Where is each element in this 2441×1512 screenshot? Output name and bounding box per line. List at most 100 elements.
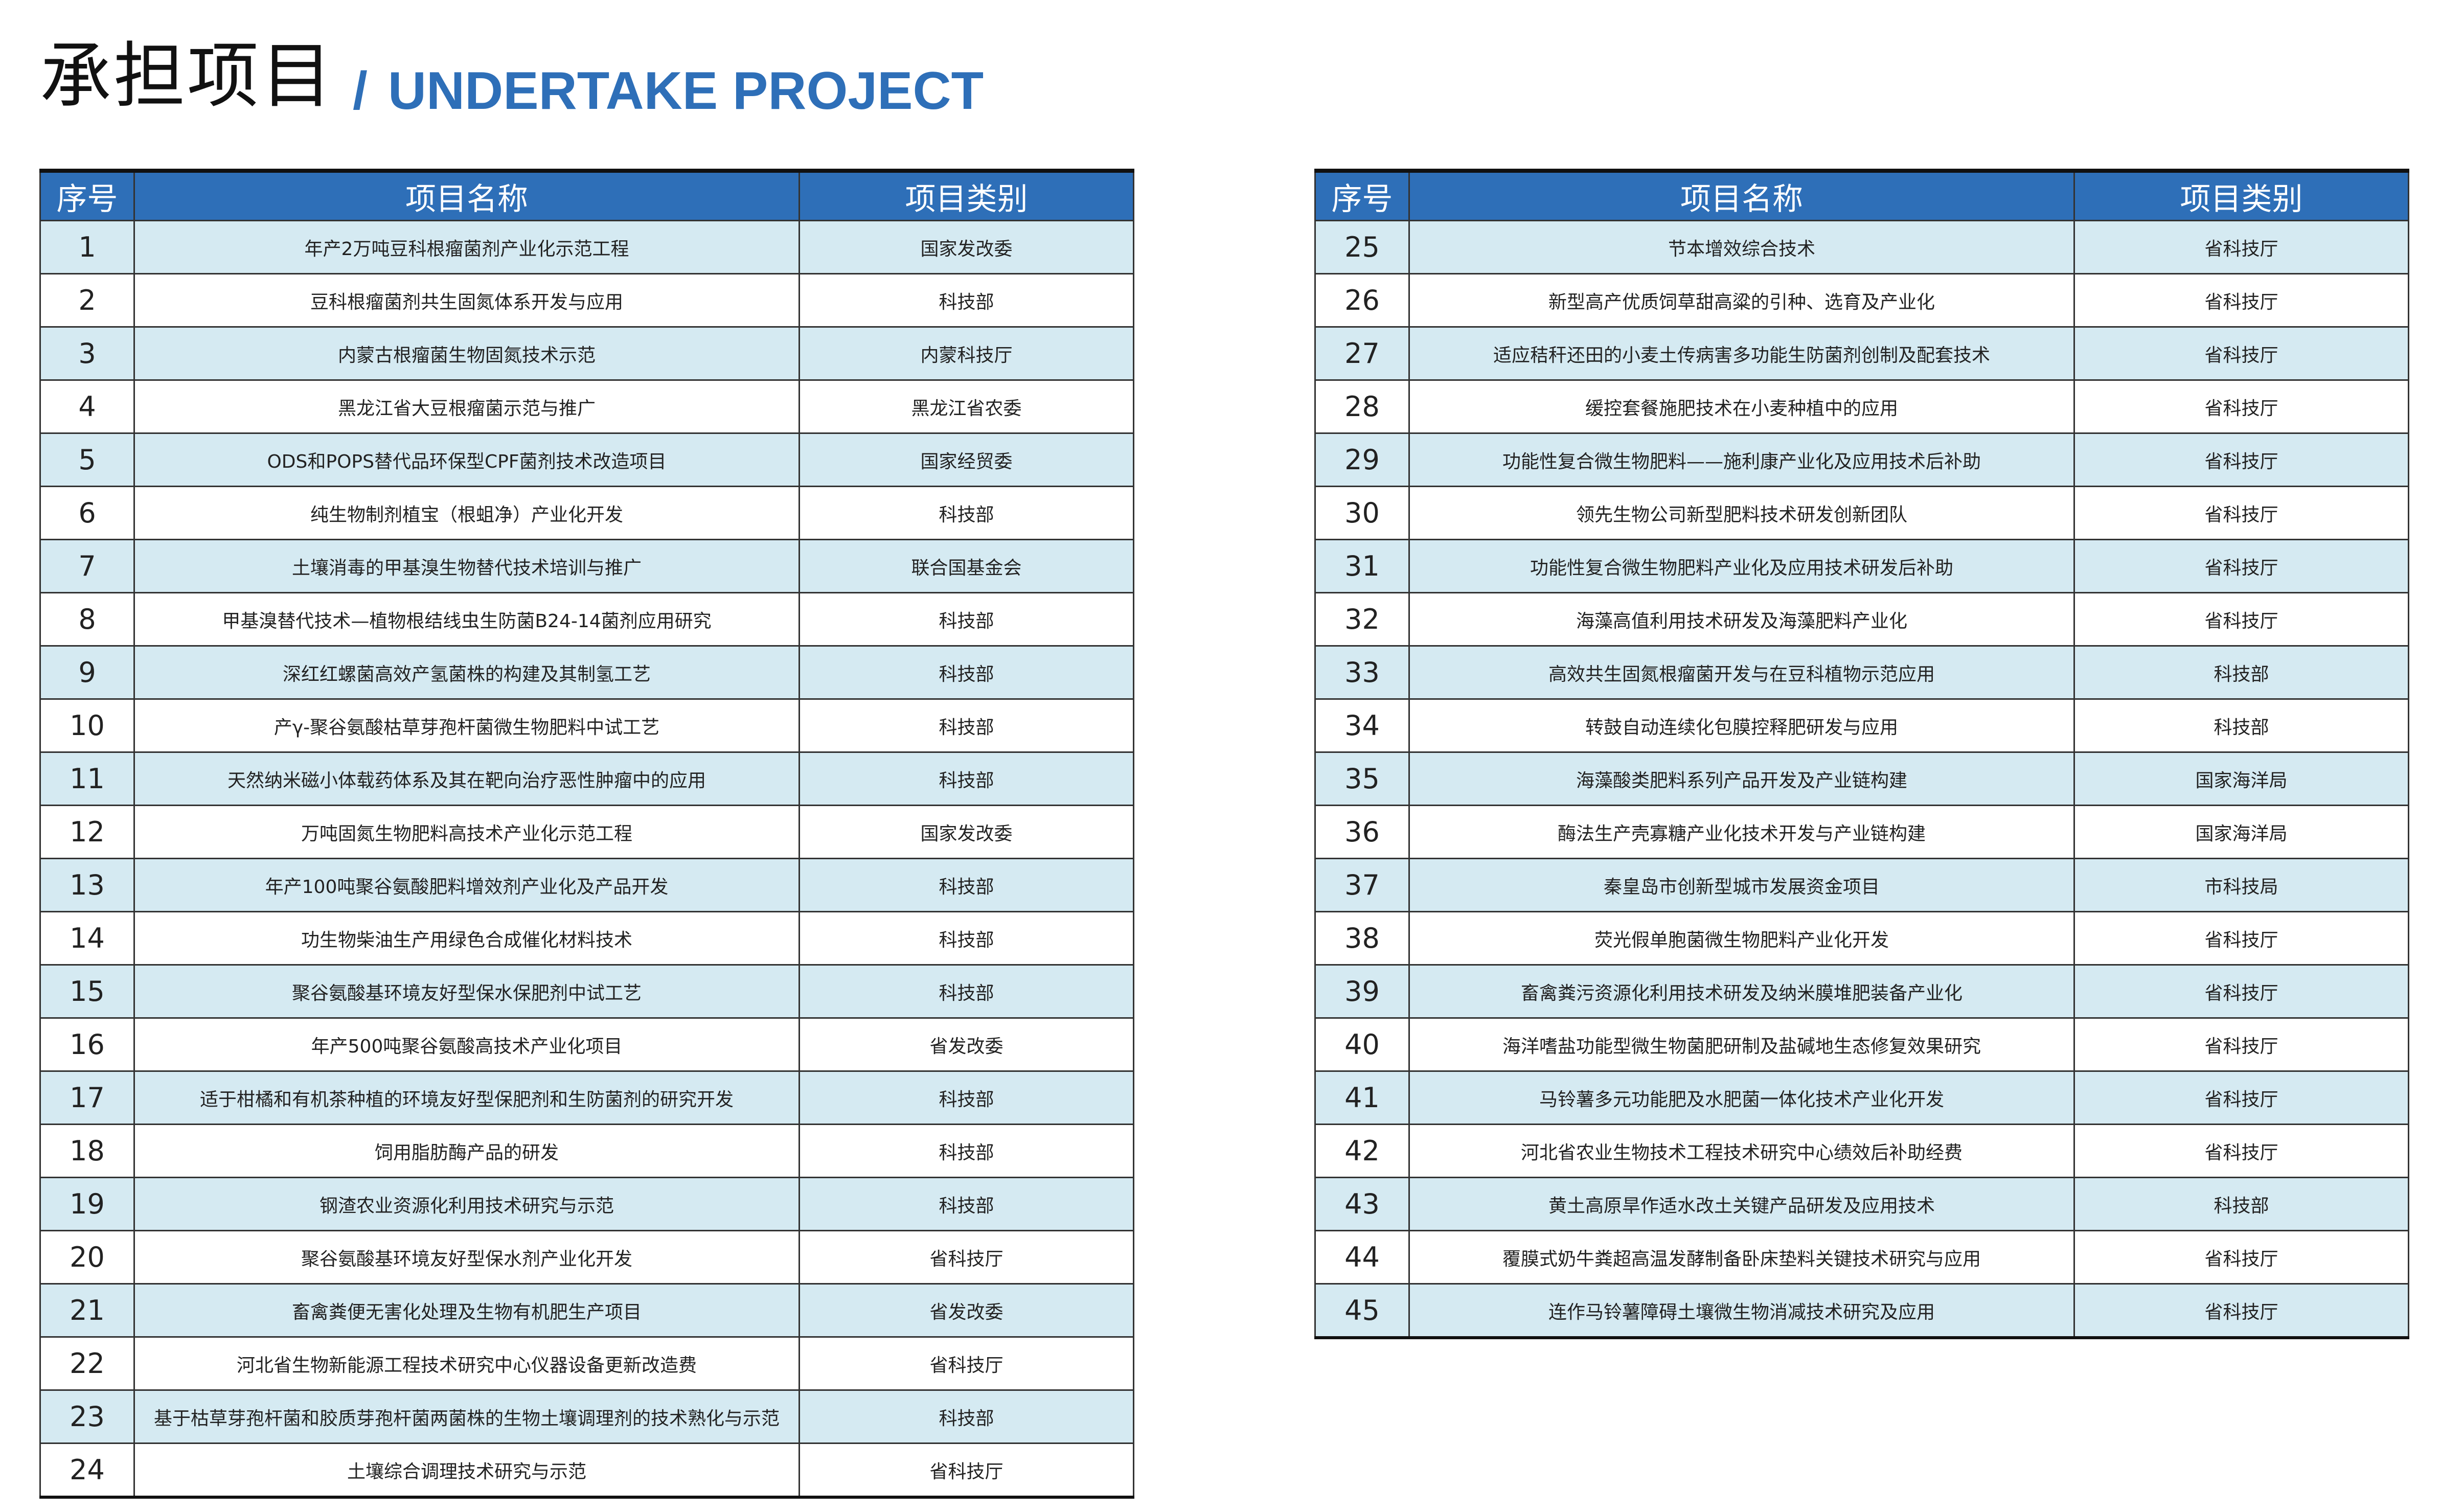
project-category: 省科技厅 [2073, 432, 2409, 487]
column-header-category: 项目类别 [2073, 170, 2409, 221]
project-category: 省科技厅 [2073, 1283, 2409, 1339]
table-row: 27 适应秸秆还田的小麦土传病害多功能生防菌剂创制及配套技术 省科技厅 [1314, 326, 2409, 381]
row-index: 25 [1314, 220, 1410, 274]
table-row: 30 领先生物公司新型肥料技术研发创新团队 省科技厅 [1314, 486, 2409, 540]
table-row: 21 畜禽粪便无害化处理及生物有机肥生产项目 省发改委 [39, 1283, 1134, 1338]
row-index: 20 [39, 1230, 135, 1285]
table-row: 16 年产500吨聚谷氨酸高技术产业化项目 省发改委 [39, 1017, 1134, 1072]
table-row: 28 缓控套餐施肥技术在小麦种植中的应用 省科技厅 [1314, 379, 2409, 434]
table-row: 11 天然纳米磁小体载药体系及其在靶向治疗恶性肿瘤中的应用 科技部 [39, 751, 1134, 806]
row-index: 32 [1314, 592, 1410, 647]
row-index: 19 [39, 1177, 135, 1231]
table-row: 18 饲用脂肪酶产品的研发 科技部 [39, 1124, 1134, 1178]
row-index: 26 [1314, 273, 1410, 328]
project-name: 豆科根瘤菌剂共生固氮体系开发与应用 [133, 273, 800, 328]
project-name: 畜禽粪污资源化利用技术研发及纳米膜堆肥装备产业化 [1408, 964, 2075, 1019]
row-index: 31 [1314, 539, 1410, 593]
project-category: 省科技厅 [2073, 592, 2409, 647]
project-category: 省科技厅 [799, 1230, 1134, 1285]
table-row: 13 年产100吨聚谷氨酸肥料增效剂产业化及产品开发 科技部 [39, 858, 1134, 912]
project-category: 省科技厅 [799, 1336, 1134, 1391]
project-category: 科技部 [799, 1389, 1134, 1444]
project-category: 科技部 [799, 1177, 1134, 1231]
project-name: 海洋嗜盐功能型微生物菌肥研制及盐碱地生态修复效果研究 [1408, 1017, 2075, 1072]
row-index: 43 [1314, 1177, 1410, 1231]
table-row: 35 海藻酸类肥料系列产品开发及产业链构建 国家海洋局 [1314, 751, 2409, 806]
project-name: 适应秸秆还田的小麦土传病害多功能生防菌剂创制及配套技术 [1408, 326, 2075, 381]
project-category: 省科技厅 [799, 1442, 1134, 1498]
column-header-index: 序号 [1314, 170, 1410, 221]
project-name: 领先生物公司新型肥料技术研发创新团队 [1408, 486, 2075, 540]
table-row: 12 万吨固氮生物肥料高技术产业化示范工程 国家发改委 [39, 805, 1134, 859]
row-index: 24 [39, 1442, 135, 1498]
row-index: 28 [1314, 379, 1410, 434]
table-row: 39 畜禽粪污资源化利用技术研发及纳米膜堆肥装备产业化 省科技厅 [1314, 964, 2409, 1019]
project-name: 饲用脂肪酶产品的研发 [133, 1124, 800, 1178]
project-name: 产γ-聚谷氨酸枯草芽孢杆菌微生物肥料中试工艺 [133, 698, 800, 753]
table-row: 25 节本增效综合技术 省科技厅 [1314, 220, 2409, 274]
project-category: 省科技厅 [2073, 1124, 2409, 1178]
title-separator: / [353, 61, 368, 121]
project-category: 国家海洋局 [2073, 805, 2409, 859]
project-category: 国家海洋局 [2073, 751, 2409, 806]
project-category: 科技部 [799, 273, 1134, 328]
project-name: 年产100吨聚谷氨酸肥料增效剂产业化及产品开发 [133, 858, 800, 912]
row-index: 21 [39, 1283, 135, 1338]
column-header-name: 项目名称 [1408, 170, 2075, 221]
project-name: 海藻酸类肥料系列产品开发及产业链构建 [1408, 751, 2075, 806]
row-index: 3 [39, 326, 135, 381]
project-name: 连作马铃薯障碍土壤微生物消减技术研究及应用 [1408, 1283, 2075, 1339]
project-category: 科技部 [799, 592, 1134, 647]
project-name: 年产2万吨豆科根瘤菌剂产业化示范工程 [133, 220, 800, 274]
project-name: 钢渣农业资源化利用技术研究与示范 [133, 1177, 800, 1231]
table-row: 19 钢渣农业资源化利用技术研究与示范 科技部 [39, 1177, 1134, 1231]
row-index: 7 [39, 539, 135, 593]
table-row: 2 豆科根瘤菌剂共生固氮体系开发与应用 科技部 [39, 273, 1134, 328]
table-row: 33 高效共生固氮根瘤菌开发与在豆科植物示范应用 科技部 [1314, 645, 2409, 700]
project-category: 科技部 [799, 858, 1134, 912]
project-table-left: 序号 项目名称 项目类别 1 年产2万吨豆科根瘤菌剂产业化示范工程 国家发改委 2 豆科… [39, 169, 1134, 1499]
row-index: 41 [1314, 1070, 1410, 1125]
page-title: 承担项目 [40, 35, 335, 118]
table-row: 41 马铃薯多元功能肥及水肥菌一体化技术产业化开发 省科技厅 [1314, 1070, 2409, 1125]
row-index: 14 [39, 911, 135, 966]
project-category: 省科技厅 [2073, 964, 2409, 1019]
row-index: 8 [39, 592, 135, 647]
column-header-category: 项目类别 [799, 170, 1134, 221]
project-name: 聚谷氨酸基环境友好型保水保肥剂中试工艺 [133, 964, 800, 1019]
row-index: 36 [1314, 805, 1410, 859]
project-name: 内蒙古根瘤菌生物固氮技术示范 [133, 326, 800, 381]
table-row: 4 黑龙江省大豆根瘤菌示范与推广 黑龙江省农委 [39, 379, 1134, 434]
project-name: 天然纳米磁小体载药体系及其在靶向治疗恶性肿瘤中的应用 [133, 751, 800, 806]
project-category: 省科技厅 [2073, 486, 2409, 540]
table-row: 44 覆膜式奶牛粪超高温发酵制备卧床垫料关键技术研究与应用 省科技厅 [1314, 1230, 2409, 1285]
row-index: 13 [39, 858, 135, 912]
project-name: 万吨固氮生物肥料高技术产业化示范工程 [133, 805, 800, 859]
row-index: 23 [39, 1389, 135, 1444]
row-index: 15 [39, 964, 135, 1019]
project-category: 科技部 [799, 911, 1134, 966]
row-index: 45 [1314, 1283, 1410, 1339]
table-row: 38 荧光假单胞菌微生物肥料产业化开发 省科技厅 [1314, 911, 2409, 966]
table-row: 3 内蒙古根瘤菌生物固氮技术示范 内蒙科技厅 [39, 326, 1134, 381]
project-name: 覆膜式奶牛粪超高温发酵制备卧床垫料关键技术研究与应用 [1408, 1230, 2075, 1285]
row-index: 17 [39, 1070, 135, 1125]
row-index: 37 [1314, 858, 1410, 912]
project-name: ODS和POPS替代品环保型CPF菌剂技术改造项目 [133, 432, 800, 487]
project-category: 省发改委 [799, 1283, 1134, 1338]
page-subtitle-en: / UNDERTAKE PROJECT [353, 60, 984, 122]
project-category: 内蒙科技厅 [799, 326, 1134, 381]
project-category: 黑龙江省农委 [799, 379, 1134, 434]
project-category: 省发改委 [799, 1017, 1134, 1072]
project-name: 节本增效综合技术 [1408, 220, 2075, 274]
project-category: 省科技厅 [2073, 1017, 2409, 1072]
project-category: 科技部 [799, 698, 1134, 753]
project-name: 黄土高原旱作适水改土关键产品研发及应用技术 [1408, 1177, 2075, 1231]
row-index: 27 [1314, 326, 1410, 381]
row-index: 40 [1314, 1017, 1410, 1072]
table-row: 42 河北省农业生物技术工程技术研究中心绩效后补助经费 省科技厅 [1314, 1124, 2409, 1178]
project-name: 酶法生产壳寡糖产业化技术开发与产业链构建 [1408, 805, 2075, 859]
project-name: 海藻高值利用技术研发及海藻肥料产业化 [1408, 592, 2075, 647]
subtitle-text: UNDERTAKE PROJECT [387, 61, 984, 121]
table-row: 8 甲基溴替代技术—植物根结线虫生防菌B24-14菌剂应用研究 科技部 [39, 592, 1134, 647]
